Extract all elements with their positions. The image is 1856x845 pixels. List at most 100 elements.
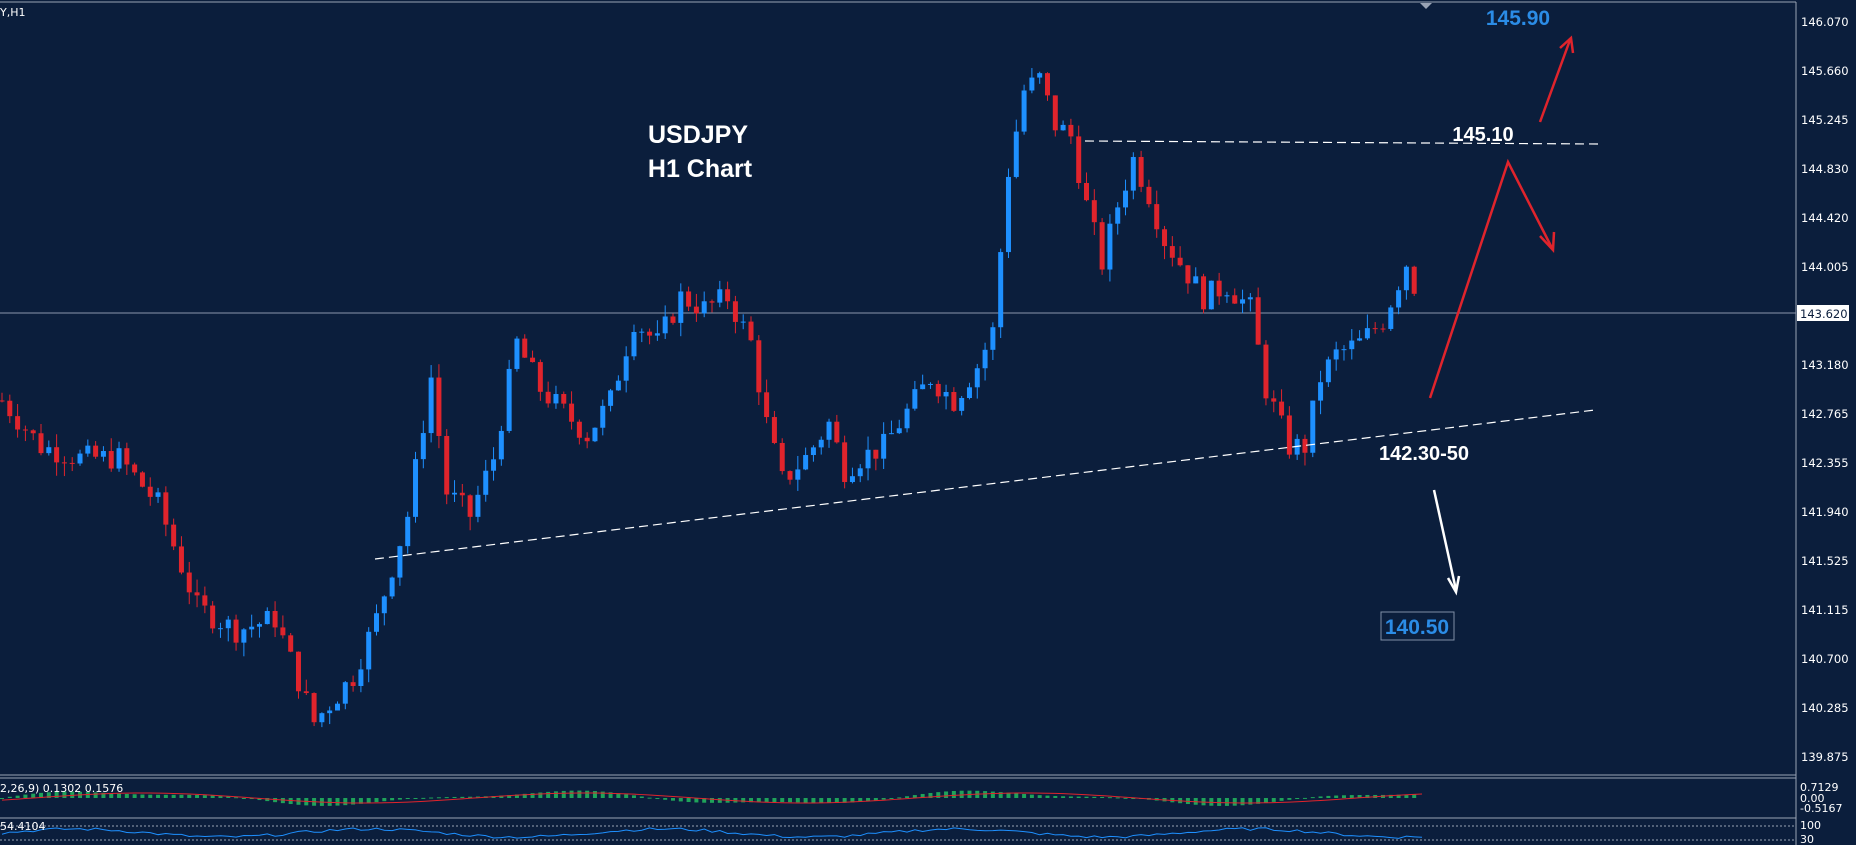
macd-bar [1209,798,1214,806]
candle-body [974,368,980,388]
candle-body [491,459,497,471]
macd-bar [1240,798,1245,806]
candle-body [202,595,208,606]
macd-bar [85,792,90,798]
chart-subtitle: H1 Chart [648,155,753,183]
macd-bar [1365,794,1370,798]
macd-bar [647,797,652,799]
macd-bar [624,794,629,798]
macd-bar [1318,796,1323,798]
candle-body [881,433,887,459]
candle-body [459,492,465,496]
macd-bar [936,792,941,798]
candle-body [366,631,372,670]
candle-body [959,397,965,411]
macd-bar [218,795,223,798]
macd-bar [858,798,863,803]
macd-bar [780,798,785,803]
candle-body [569,403,575,422]
macd-bar [351,798,356,805]
macd-bar [873,798,878,801]
macd-bar [585,790,590,798]
candle-body [334,703,340,711]
candle-body [1037,73,1043,78]
macd-bar [195,794,200,798]
candle-body [795,469,801,480]
price-tick: 145.245 [1801,113,1849,127]
candle-body [740,321,746,323]
candle-body [108,451,114,469]
candle-body [1115,207,1121,224]
candle-body [1185,265,1191,284]
candle-body [93,445,99,457]
macd-bar [1115,797,1120,799]
symbol-label: Y,H1 [0,6,26,19]
candle-body [842,442,848,483]
candle-body [1232,295,1238,304]
price-axis: 146.070 145.660 145.245 144.830 144.420 … [1801,15,1849,764]
macd-bar [148,794,153,798]
macd-bar [70,791,75,798]
candle-body [990,327,996,350]
candle-body [15,416,21,430]
macd-bar [522,793,527,798]
candle-body [857,468,863,477]
macd-bar [905,796,910,798]
candle-body [670,316,676,323]
macd-bar [507,795,512,798]
macd-bar [132,794,137,798]
candle-body [61,462,67,464]
macd-bar [1061,796,1066,798]
macd-bar [694,798,699,803]
macd-bar [179,794,184,798]
candle-body [1318,382,1324,401]
candle-body [452,492,458,495]
macd-bar [756,798,761,803]
target-high-label: 145.90 [1486,7,1550,30]
macd-bar [1263,798,1268,803]
current-price-label: 143.620 [1800,307,1848,321]
candle-body [194,592,200,596]
macd-bar [1302,797,1307,799]
macd-bar [912,795,917,798]
candle-body [350,682,356,686]
macd-bar [452,796,457,798]
candle-body [1411,266,1417,294]
candle-body [904,408,910,429]
macd-bar [514,794,519,798]
shift-marker-icon[interactable] [1420,3,1432,9]
candle-body [803,455,809,470]
macd-bar [811,798,816,803]
macd-bar [468,796,473,798]
candle-body [826,421,832,440]
macd-bar [866,798,871,802]
macd-bar [1295,798,1300,799]
macd-bar [15,795,20,798]
candle-body [764,392,770,418]
candle-body [186,572,192,593]
candle-body [927,383,933,385]
macd-bar [1217,798,1222,806]
macd-bar [109,793,114,798]
candle-body [506,368,512,431]
candle-body [420,433,426,460]
macd-bar [686,798,691,803]
candle-body [537,362,543,392]
candle-body [998,252,1004,328]
macd-bar [569,790,574,798]
ascending-trendline [374,409,1596,560]
candle-body [1177,257,1183,266]
candle-body [576,421,582,438]
bearish-arrow-down [1432,489,1461,596]
macd-bar [1396,794,1401,798]
price-tick: 142.355 [1801,456,1849,470]
price-tick: 140.285 [1801,701,1849,715]
macd-bar [1100,796,1105,798]
macd-bar [788,798,793,803]
macd-bar [397,798,402,800]
macd-bar [1131,798,1136,799]
macd-bar [1279,798,1284,801]
macd-bar [803,798,808,803]
candle-body [1193,276,1199,284]
current-price-tag [1797,305,1849,321]
